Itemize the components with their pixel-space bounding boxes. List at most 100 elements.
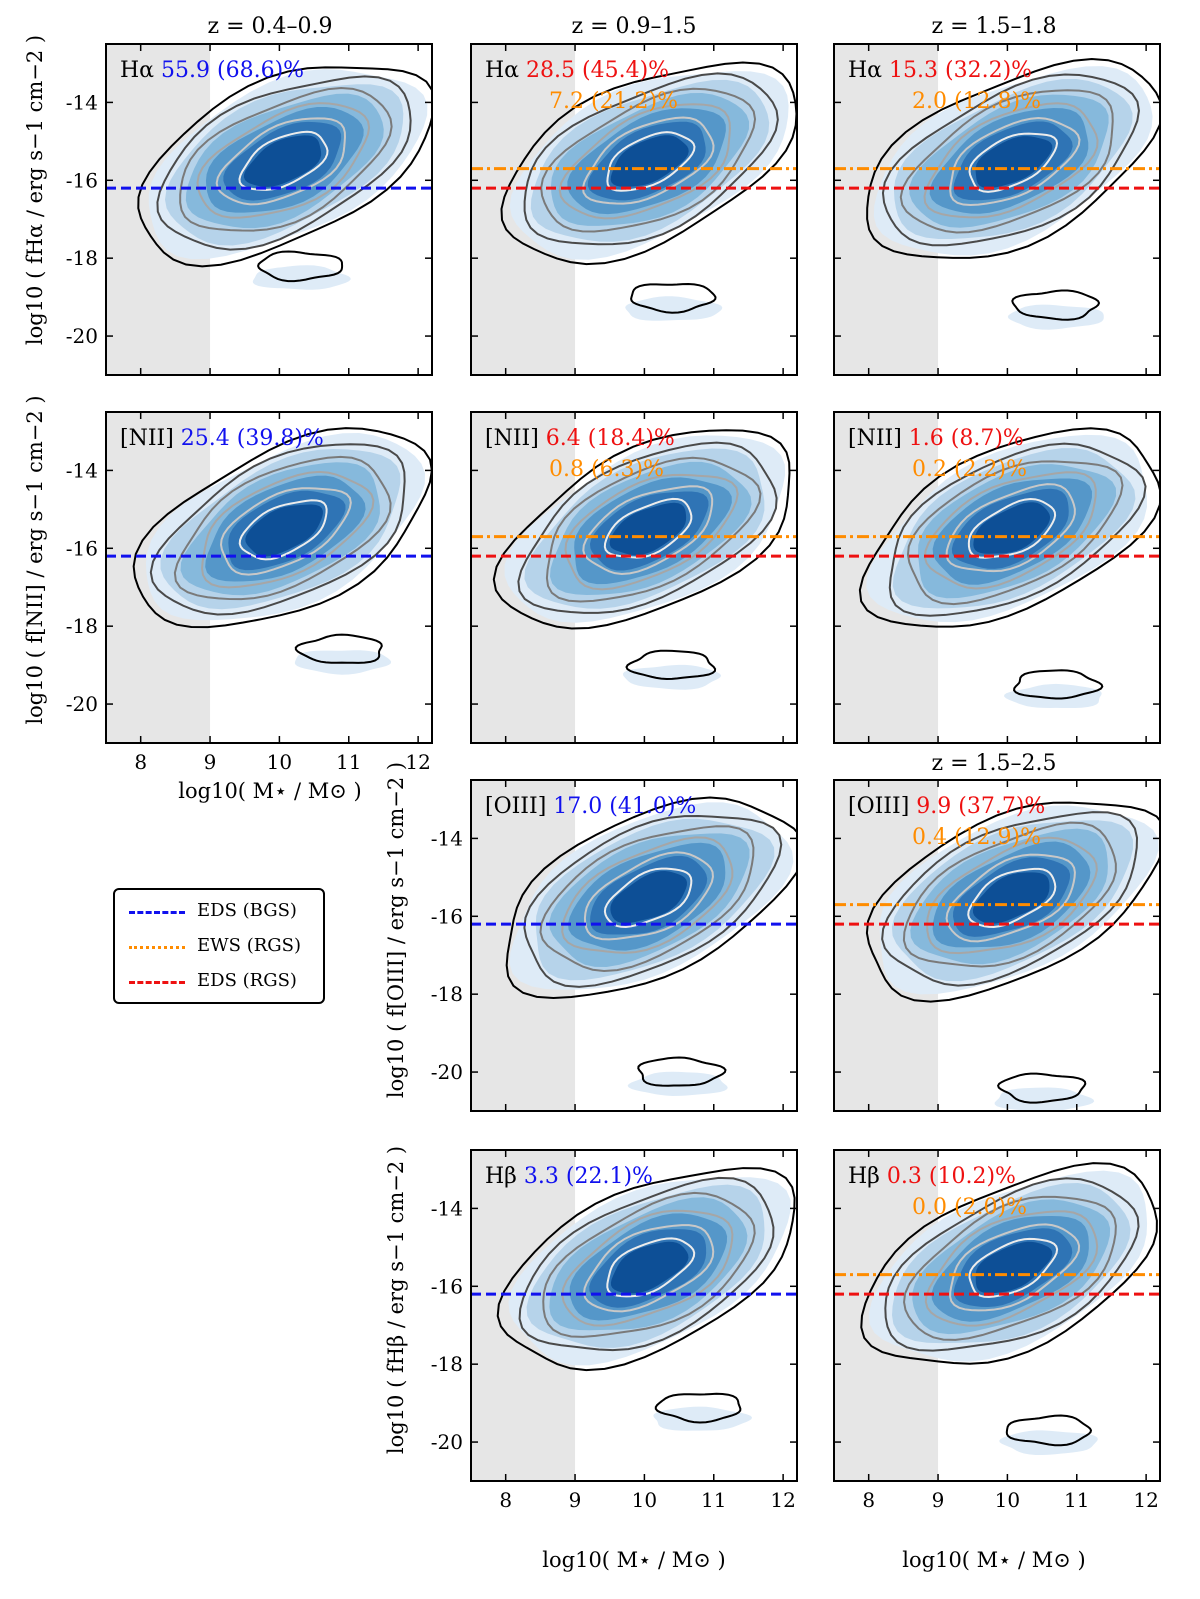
x-tick-label: 11: [1064, 1488, 1089, 1512]
density-fill-level: [975, 1241, 1053, 1294]
outlier-density: [625, 296, 723, 321]
density-contours: [137, 66, 432, 268]
ylabel-hbeta: log10 ( fHβ / erg s−1 cm−2 ): [384, 1146, 408, 1454]
contour-line: [517, 441, 778, 614]
ylabel-oiii: log10 ( f[OIII] / erg s−1 cm−2 ): [384, 762, 408, 1098]
contour-line: [881, 73, 1140, 247]
outlier-density: [999, 1430, 1098, 1455]
outlier-density: [994, 1087, 1095, 1111]
y-tick-label: -20: [66, 324, 98, 348]
outlier-contour: [637, 1056, 727, 1087]
panel-3: 8 9 10 11 12 -14 -16 -18 -20 [NII] 25.4 (39.8)%: [66, 411, 433, 774]
outlier-contour: [1011, 289, 1101, 321]
contour-line: [606, 131, 696, 192]
density-fill-level: [973, 502, 1051, 554]
x-tick-label: 12: [1133, 1488, 1158, 1512]
outlier-contour: [294, 633, 383, 664]
outlier-contour: [630, 282, 717, 314]
contour-line: [583, 1224, 715, 1313]
contour-line: [179, 86, 393, 232]
x-tick-label: 10: [267, 750, 292, 774]
contour-line: [540, 87, 757, 233]
line-name: [NII]: [485, 426, 546, 451]
contour-line: [603, 867, 693, 928]
y-tick-label: -14: [66, 90, 98, 114]
contour-line: [923, 102, 1099, 219]
primary-percentage: 1.6 (8.7)%: [909, 426, 1024, 451]
y-tick-label: -14: [431, 826, 463, 850]
density-fill-level: [975, 136, 1053, 188]
percentage-annotation: [OIII] 17.0 (41.0)%: [485, 794, 696, 819]
contour-line: [945, 853, 1076, 943]
contour-line: [924, 1210, 1099, 1327]
density-fill-level: [972, 872, 1050, 924]
y-tick-label: -16: [431, 904, 463, 928]
contour-line: [132, 427, 432, 629]
x-tick-label: 10: [995, 1488, 1020, 1512]
contour-line: [858, 427, 1160, 628]
y-tick-label: -18: [431, 982, 463, 1006]
contour-line: [926, 836, 1098, 955]
panel-8: 8 9 10 11 12 -14 -16 -18 -20 Hβ 3.3 (22.1)%: [431, 1149, 798, 1512]
percentage-annotation: [NII] 25.4 (39.8)%: [120, 426, 324, 451]
percentage-annotation: [OIII] 9.9 (37.7)%: [848, 794, 1045, 819]
contour-line: [558, 103, 731, 220]
outlier-contour: [654, 1392, 742, 1424]
contour-line: [968, 1237, 1059, 1298]
primary-percentage: 28.5 (45.4)%: [526, 58, 669, 83]
primary-percentage: 6.4 (18.4)%: [546, 426, 675, 451]
contour-line: [603, 497, 693, 559]
secondary-percentage: 2.0 (12.8)%: [912, 89, 1041, 114]
contour-line: [561, 836, 734, 954]
contour-line: [606, 1237, 696, 1298]
y-tick-label: -14: [431, 1196, 463, 1220]
percentage-annotation: Hβ 3.3 (22.1)%: [485, 1164, 653, 1189]
contour-line: [561, 1209, 734, 1327]
x-tick-label: 11: [701, 1488, 726, 1512]
contour-line: [582, 485, 714, 575]
contour-line: [581, 116, 715, 205]
x-tick-label: 12: [405, 750, 430, 774]
x-tick-label: 9: [204, 750, 217, 774]
contour-line: [137, 66, 432, 268]
contour-line: [884, 1177, 1140, 1352]
axes-frame: [470, 43, 798, 376]
outlier-contour: [1005, 1414, 1093, 1447]
panel-2: Hα 15.3 (32.2)% 2.0 (12.8)%: [833, 43, 1161, 376]
x-tick-label: 8: [862, 1488, 875, 1512]
y-tick-label: -16: [66, 536, 98, 560]
contour-line: [583, 851, 714, 941]
ylabel-nii: log10 ( f[NII] / erg s−1 cm−2 ): [23, 395, 47, 724]
x-tick-label: 12: [770, 1488, 795, 1512]
contour-line: [888, 442, 1147, 617]
primary-percentage: 0.3 (10.2)%: [887, 1164, 1016, 1189]
outlier-contour: [997, 1072, 1087, 1104]
contour-line: [238, 499, 328, 561]
contour-line: [539, 825, 755, 973]
percentage-annotation: Hα 55.9 (68.6)%: [120, 58, 304, 83]
density-fill-level: [610, 1241, 689, 1294]
legend: EDS (BGS) EWS (RGS) EDS (RGS): [113, 888, 325, 1004]
legend-label: EDS (RGS): [197, 970, 297, 991]
contour-line: [545, 456, 762, 603]
primary-percentage: 15.3 (32.2)%: [889, 58, 1032, 83]
line-name: Hβ: [848, 1164, 887, 1189]
primary-percentage: 9.9 (37.7)%: [916, 794, 1045, 819]
secondary-percentage: 0.4 (12.9)%: [912, 825, 1041, 850]
axes-frame: [105, 411, 433, 744]
contour-line: [906, 460, 1124, 606]
y-tick-label: -20: [431, 1060, 463, 1084]
x-tick-label: 8: [499, 1488, 512, 1512]
y-tick-label: -18: [66, 614, 98, 638]
density-fill-level: [609, 502, 687, 556]
line-name: [NII]: [120, 426, 181, 451]
line-name: Hα: [485, 58, 526, 83]
outlier-density: [252, 265, 351, 290]
contour-line: [492, 429, 791, 630]
axes-frame: [470, 411, 798, 744]
contour-line: [518, 1176, 775, 1352]
density-contours: [865, 801, 1160, 1003]
density-contours: [858, 427, 1160, 628]
percentage-annotation: [NII] 6.4 (18.4)%: [485, 426, 675, 451]
outlier-contour: [1013, 669, 1104, 700]
